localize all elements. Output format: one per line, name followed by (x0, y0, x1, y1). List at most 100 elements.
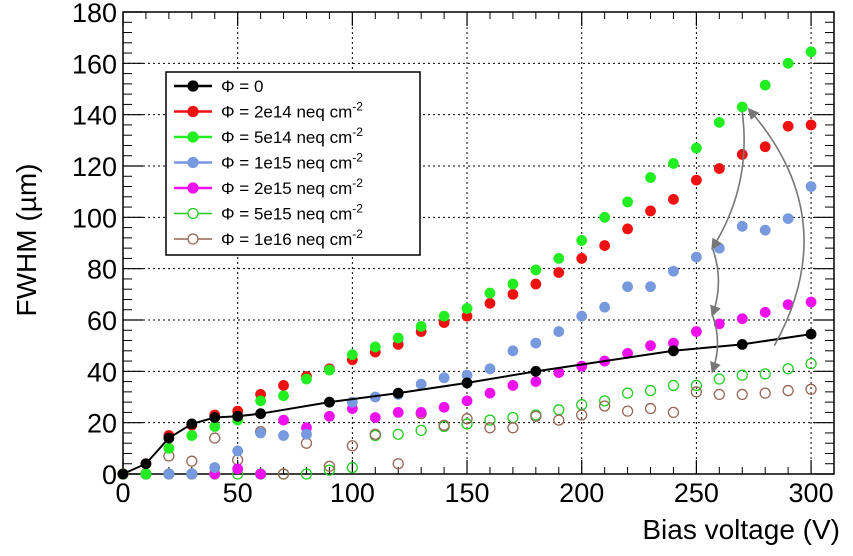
data-point (805, 328, 817, 340)
x-tick-label: 0 (115, 478, 130, 508)
legend-marker (187, 80, 199, 92)
data-point (507, 345, 519, 357)
data-point (644, 402, 657, 415)
data-point (622, 196, 633, 208)
x-tick-label: 200 (559, 478, 604, 508)
data-point (621, 405, 634, 417)
data-point (392, 458, 404, 470)
y-tick-label: 160 (72, 49, 117, 79)
annotation-arrow (711, 111, 745, 251)
x-tick-label: 150 (445, 478, 490, 508)
data-point (484, 422, 496, 434)
y-tick-label: 180 (72, 0, 117, 28)
data-point (782, 57, 794, 69)
data-point (713, 116, 725, 128)
data-point (461, 303, 473, 314)
data-point (805, 296, 817, 308)
data-point (415, 406, 427, 418)
data-point (690, 174, 702, 186)
data-point (163, 468, 175, 480)
data-point (690, 379, 703, 392)
data-point (805, 181, 817, 192)
data-point (232, 410, 244, 422)
legend-superscript: -2 (352, 100, 363, 114)
data-point (232, 445, 244, 457)
data-point (209, 462, 221, 473)
data-point (278, 380, 289, 391)
data-point (507, 278, 519, 290)
data-point (667, 379, 680, 392)
data-point (759, 387, 771, 399)
series-2 (117, 46, 817, 480)
data-point (530, 278, 542, 290)
data-point (644, 384, 657, 397)
legend-superscript: -2 (352, 176, 363, 190)
legend-label: Φ = 1e16 neq cm-2 (221, 227, 363, 249)
data-point (553, 252, 565, 264)
data-point (690, 386, 703, 398)
data-point (736, 313, 748, 325)
legend-entry: Φ = 2e14 neq cm-2 (174, 100, 363, 122)
data-point (461, 377, 473, 389)
data-point (209, 432, 221, 444)
data-point (668, 265, 679, 277)
data-point (232, 463, 244, 475)
data-point (392, 387, 404, 399)
legend-marker (187, 207, 199, 220)
data-point (278, 430, 289, 441)
data-point (438, 310, 450, 322)
x-tick-label: 100 (330, 478, 375, 508)
data-point (530, 376, 542, 388)
y-tick-label: 80 (87, 255, 117, 285)
data-point (278, 390, 289, 402)
data-point (599, 301, 611, 313)
data-point (736, 101, 748, 113)
plot-frame (122, 11, 835, 475)
y-tick-label: 100 (72, 203, 117, 233)
data-point (255, 427, 267, 439)
y-tick-label: 0 (102, 460, 117, 490)
data-point (438, 372, 450, 384)
data-point (461, 395, 473, 407)
data-point (782, 213, 794, 225)
data-point (209, 412, 221, 423)
y-tick-label: 60 (87, 306, 117, 336)
legend: Φ = 0 Φ = 2e14 neq cm-2 Φ = 5e14 neq cm-2 Φ… (165, 71, 421, 256)
data-point (645, 172, 656, 183)
data-point (323, 460, 336, 472)
data-point (255, 468, 267, 480)
data-point (324, 410, 335, 422)
y-tick-labels: 0 20 40 60 80 100 120 140 160 180 (72, 0, 117, 490)
data-point (759, 141, 771, 153)
data-point (369, 428, 381, 440)
legend-entry: Φ = 1e16 neq cm-2 (174, 227, 363, 249)
data-point (713, 163, 725, 174)
data-point (507, 422, 519, 434)
legend-superscript: -2 (352, 125, 363, 139)
data-point (759, 368, 771, 380)
data-point (530, 365, 542, 377)
data-point (484, 363, 496, 375)
legend-label: Φ = 2e15 neq cm-2 (221, 176, 363, 198)
data-point (277, 468, 290, 480)
annotation-arrows (710, 107, 805, 374)
data-point (415, 424, 427, 437)
data-point (782, 120, 794, 132)
data-point (392, 406, 404, 418)
data-point (553, 414, 565, 426)
data-point (186, 468, 198, 480)
legend-marker (187, 131, 199, 143)
data-point (438, 419, 450, 431)
data-point (346, 440, 359, 452)
data-point (598, 395, 611, 407)
grid-lines (123, 12, 834, 474)
legend-marker (187, 233, 199, 245)
data-point (507, 288, 519, 300)
data-point (759, 79, 771, 91)
x-axis-label: Bias voltage (V) (642, 514, 840, 545)
data-point (713, 388, 725, 401)
legend-entry: Φ = 1e15 neq cm-2 (174, 151, 363, 173)
legend-superscript: -2 (352, 202, 363, 216)
data-point (713, 318, 725, 330)
data-point (622, 281, 633, 293)
